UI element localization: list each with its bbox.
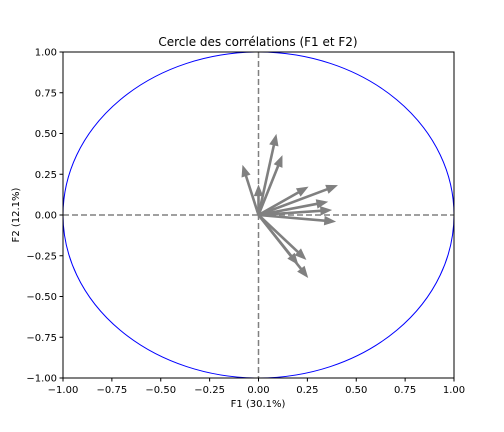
vector-shaft [257,214,303,270]
vector-arrowhead [325,184,338,194]
variable-vector-4 [253,184,264,215]
vector-arrowhead [269,133,279,147]
variable-vector-1 [257,133,279,216]
vector-arrowhead [323,215,337,226]
plot-area [62,51,455,379]
y-tick-label: −0.50 [26,292,57,303]
x-tick-label: 0.75 [394,385,416,396]
y-tick-label: 0.25 [35,170,57,181]
variable-vector-2 [257,155,283,216]
vector-arrowhead [297,265,309,278]
x-tick-label: −0.75 [97,385,128,396]
vector-arrowhead [273,155,283,168]
variable-vector-12 [257,214,309,278]
vector-shaft [257,165,280,216]
x-tick-label: −1.00 [48,385,79,396]
y-tick-label: −0.75 [26,333,57,344]
vector-shaft [244,175,260,216]
vector-shaft [258,187,328,217]
vector-shaft [258,209,321,217]
vector-shaft [257,144,276,216]
x-axis-label: F1 (30.1%) [231,399,286,410]
vector-shaft [258,213,325,222]
y-tick-label: 0.75 [35,88,57,99]
x-tick-label: 0.00 [247,385,269,396]
vector-arrowhead [295,186,309,197]
chart-title: Cercle des corrélations (F1 et F2) [158,35,357,49]
y-axis-ticks: −1.00 −0.75 −0.50 −0.25 0.00 0.25 0.50 0.75 1.00 [26,48,63,385]
vector-arrowhead [315,199,329,209]
x-tick-label: 0.25 [296,385,318,396]
x-tick-label: −0.25 [194,385,225,396]
vector-arrowhead [294,248,307,260]
vector-arrowhead [241,164,251,178]
y-tick-label: −0.25 [26,251,57,262]
vector-arrowhead [320,206,333,216]
y-tick-label: 1.00 [35,48,57,59]
y-tick-label: 0.50 [35,129,57,140]
variable-vector-8 [258,206,333,217]
y-tick-label: −1.00 [26,374,57,385]
x-axis-ticks: −1.00 −0.75 −0.50 −0.25 0.00 0.25 0.50 0.75 1.00 [48,378,465,396]
vector-arrowhead [253,184,264,197]
x-tick-label: 0.50 [345,385,367,396]
y-axis-label: F2 (12.1%) [11,187,22,242]
x-tick-label: 1.00 [443,385,465,396]
x-tick-label: −0.50 [145,385,176,396]
variable-vector-9 [258,213,337,226]
variable-vector-3 [241,164,260,216]
variable-vector-6 [258,184,338,217]
y-tick-label: 0.00 [35,211,57,222]
